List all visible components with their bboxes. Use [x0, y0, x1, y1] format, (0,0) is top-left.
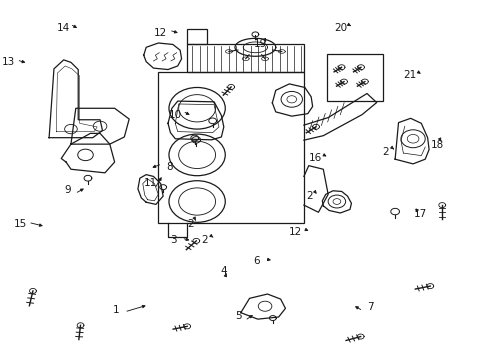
Text: 9: 9: [64, 185, 71, 195]
Text: 18: 18: [429, 140, 443, 150]
Text: 7: 7: [366, 302, 372, 312]
Bar: [326, 54, 382, 101]
Text: 2: 2: [382, 147, 388, 157]
Text: 6: 6: [253, 256, 260, 266]
Text: 2: 2: [187, 219, 194, 229]
Text: 14: 14: [56, 23, 69, 33]
Text: 17: 17: [413, 209, 427, 219]
Bar: [187, 30, 206, 44]
Text: 2: 2: [305, 190, 312, 201]
Text: 21: 21: [403, 70, 416, 80]
Text: 16: 16: [308, 153, 321, 163]
Text: 12: 12: [154, 28, 167, 37]
Text: 1: 1: [113, 305, 119, 315]
Text: 8: 8: [166, 162, 173, 172]
Text: 5: 5: [234, 311, 241, 321]
Text: 3: 3: [170, 235, 176, 245]
Bar: [187, 44, 303, 72]
Text: 13: 13: [2, 57, 15, 67]
Text: 20: 20: [334, 23, 346, 33]
Text: 15: 15: [13, 219, 26, 229]
Text: 11: 11: [144, 178, 157, 188]
Text: 12: 12: [288, 227, 302, 237]
Text: 2: 2: [201, 235, 207, 245]
Bar: [158, 72, 303, 223]
Text: 4: 4: [220, 266, 226, 275]
Text: 19: 19: [254, 39, 267, 49]
Text: 10: 10: [168, 110, 182, 120]
